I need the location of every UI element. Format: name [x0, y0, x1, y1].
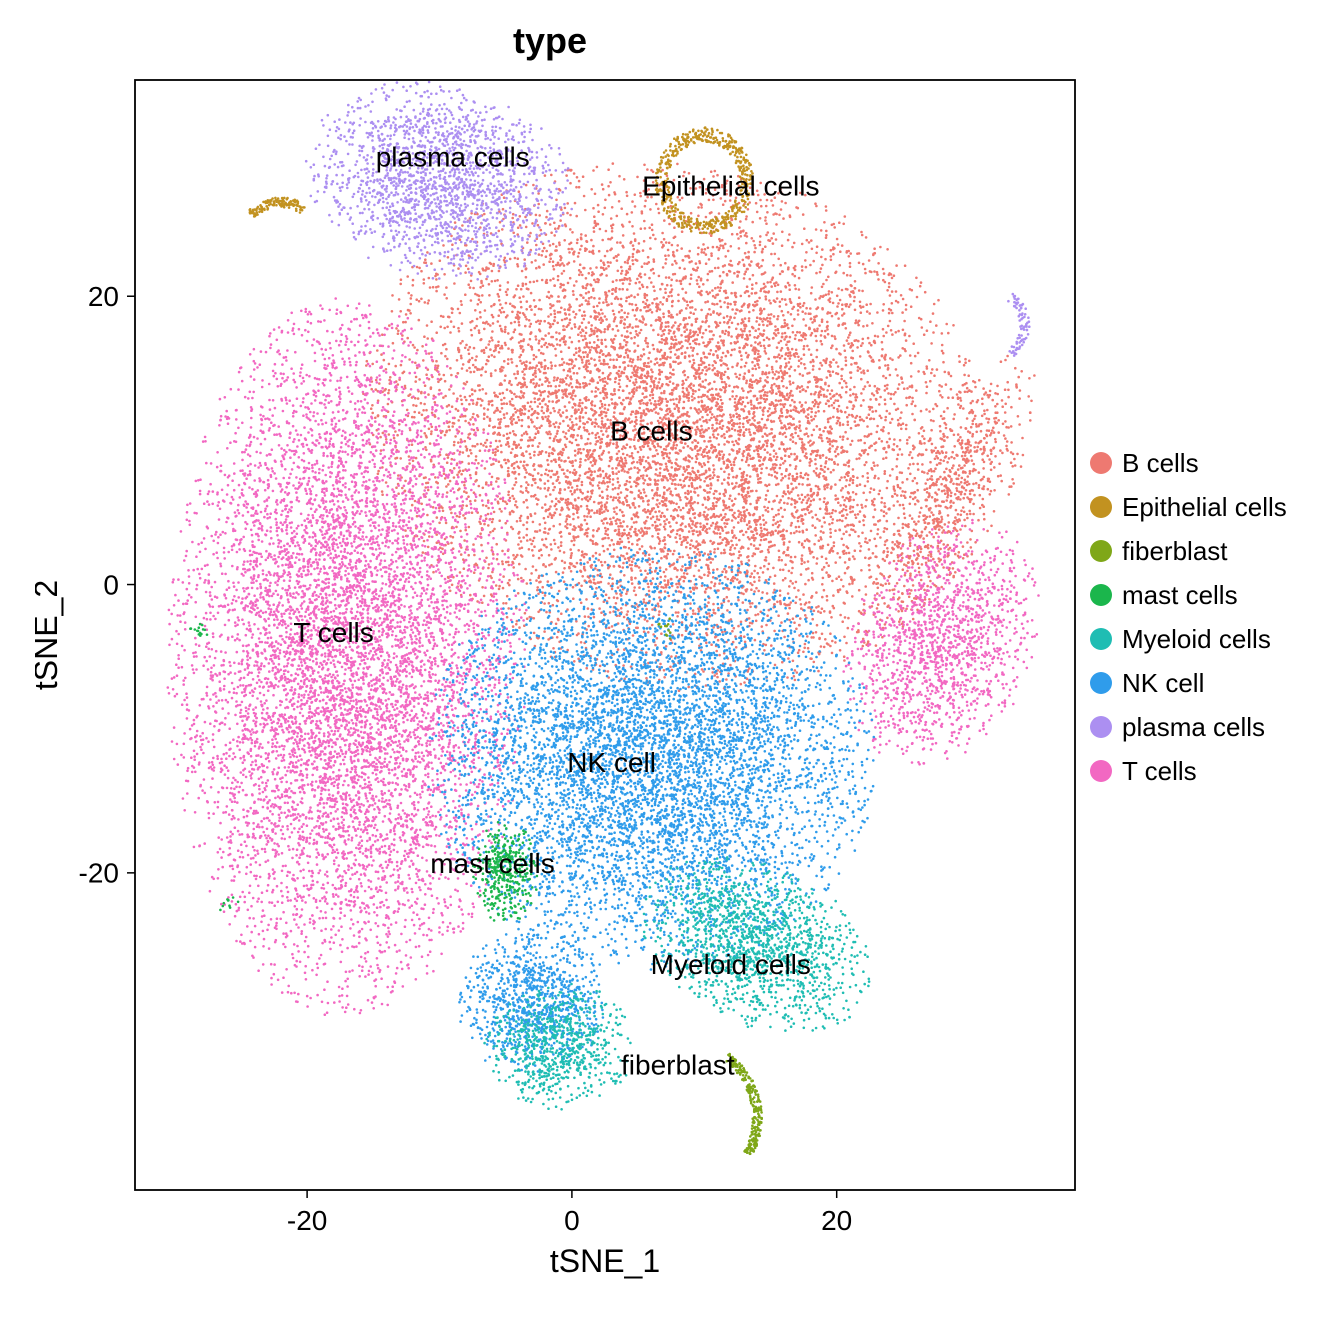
legend-item: B cells: [1090, 450, 1287, 476]
legend-swatch-icon: [1090, 496, 1112, 518]
y-axis-label: tSNE_2: [35, 580, 64, 690]
x-tick-label: -20: [287, 1205, 327, 1236]
legend-item: T cells: [1090, 758, 1287, 784]
legend-swatch-icon: [1090, 760, 1112, 782]
x-axis-ticks: -20 0 20: [287, 1190, 852, 1236]
y-tick-label: 20: [88, 281, 119, 312]
cluster-label: mast cells: [430, 848, 554, 879]
legend-label: fiberblast: [1122, 538, 1228, 564]
legend-item: NK cell: [1090, 670, 1287, 696]
x-tick-label: 20: [821, 1205, 852, 1236]
legend-label: Epithelial cells: [1122, 494, 1287, 520]
legend-label: NK cell: [1122, 670, 1204, 696]
legend-label: plasma cells: [1122, 714, 1265, 740]
legend-swatch-icon: [1090, 628, 1112, 650]
legend-label: mast cells: [1122, 582, 1238, 608]
tsne-scatter-plot: B cells T cells NK cell Myeloid cells plasma…: [35, 70, 1095, 1300]
legend-item: Epithelial cells: [1090, 494, 1287, 520]
cluster-label: T cells: [293, 617, 373, 648]
legend-label: Myeloid cells: [1122, 626, 1271, 652]
cluster-label: Epithelial cells: [642, 170, 819, 201]
y-tick-label: -20: [79, 858, 119, 889]
cluster-label: NK cell: [567, 747, 656, 778]
cluster-label: fiberblast: [621, 1050, 735, 1081]
legend-item: mast cells: [1090, 582, 1287, 608]
legend: B cells Epithelial cells fiberblast mast ce…: [1090, 450, 1287, 784]
legend-label: T cells: [1122, 758, 1197, 784]
legend-swatch-icon: [1090, 452, 1112, 474]
legend-item: plasma cells: [1090, 714, 1287, 740]
y-tick-label: 0: [103, 569, 119, 600]
chart-title: type: [0, 20, 1100, 62]
legend-item: Myeloid cells: [1090, 626, 1287, 652]
legend-swatch-icon: [1090, 672, 1112, 694]
cluster-label: Myeloid cells: [651, 949, 811, 980]
legend-label: B cells: [1122, 450, 1199, 476]
legend-swatch-icon: [1090, 716, 1112, 738]
legend-swatch-icon: [1090, 540, 1112, 562]
cluster-label: plasma cells: [376, 141, 530, 172]
x-tick-label: 0: [564, 1205, 580, 1236]
legend-swatch-icon: [1090, 584, 1112, 606]
legend-item: fiberblast: [1090, 538, 1287, 564]
cluster-label: B cells: [610, 415, 692, 446]
y-axis-ticks: -20 0 20: [79, 281, 135, 889]
x-axis-label: tSNE_1: [550, 1243, 660, 1279]
